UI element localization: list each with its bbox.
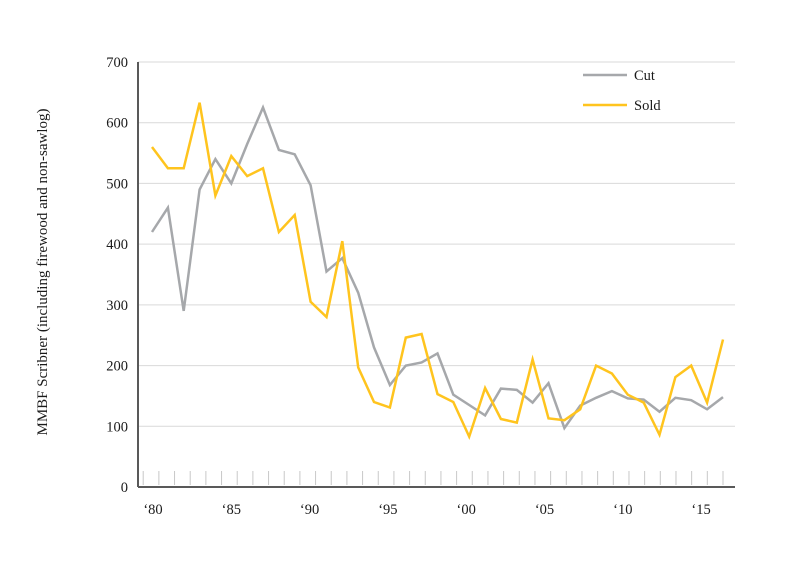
x-tick-label: ‘10: [613, 502, 632, 518]
y-tick-label: 500: [106, 176, 128, 192]
gridlines-layer: [138, 61, 735, 427]
x-tick-label: ‘15: [691, 502, 710, 518]
x-tick-label: ‘90: [300, 502, 319, 518]
x-tick-label: ‘00: [457, 502, 476, 518]
x-tick-label: ‘95: [378, 502, 397, 518]
legend: Cut Sold: [583, 68, 661, 114]
legend-item-cut: Cut: [583, 68, 655, 84]
legend-item-sold: Sold: [583, 98, 661, 114]
y-tick-label: 0: [121, 480, 128, 496]
y-tick-label: 300: [106, 298, 128, 314]
y-tick-label: 600: [106, 116, 128, 132]
y-tick-label: 400: [106, 237, 128, 253]
axis-labels-layer: 0 100 200 300 400 500 600 700 ‘80 ‘85 ‘90 ‘95 ‘00 ‘05…: [106, 55, 711, 518]
x-ticks-layer: [142, 471, 724, 485]
series-layer: [150, 102, 725, 441]
x-tick-label: ‘85: [222, 502, 241, 518]
axes-layer: [137, 62, 735, 488]
y-tick-label: 700: [106, 55, 128, 71]
series-line-cut: [150, 104, 724, 431]
series-line-sold: [150, 102, 725, 441]
x-tick-label: ‘05: [535, 502, 554, 518]
legend-label-sold: Sold: [634, 98, 661, 114]
y-axis-title: MMBF Scribner (including firewood and no…: [35, 108, 51, 435]
legend-label-cut: Cut: [634, 68, 655, 84]
x-tick-label: ‘80: [143, 502, 162, 518]
y-tick-label: 200: [106, 359, 128, 375]
y-tick-label: 100: [106, 419, 128, 435]
